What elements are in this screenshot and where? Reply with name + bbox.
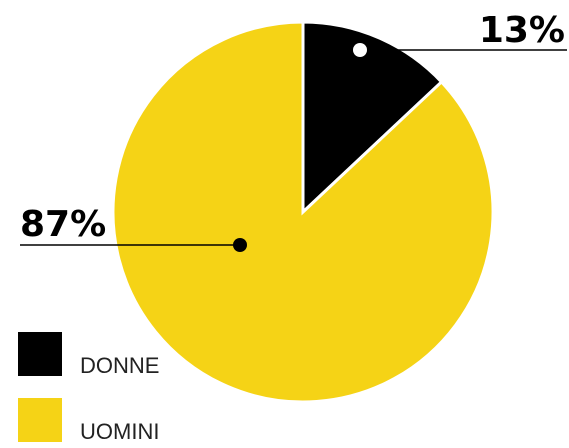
leader-dot [353, 43, 367, 57]
legend-label: UOMINI [80, 419, 159, 444]
legend-label: DONNE [80, 353, 159, 378]
leader-dot [233, 238, 247, 252]
value-label: 13% [479, 10, 565, 51]
value-label: 87% [20, 204, 106, 245]
pie-slice [301, 20, 444, 216]
pie-slice [111, 20, 495, 404]
legend-swatch [18, 332, 62, 376]
legend-swatch [18, 398, 62, 442]
